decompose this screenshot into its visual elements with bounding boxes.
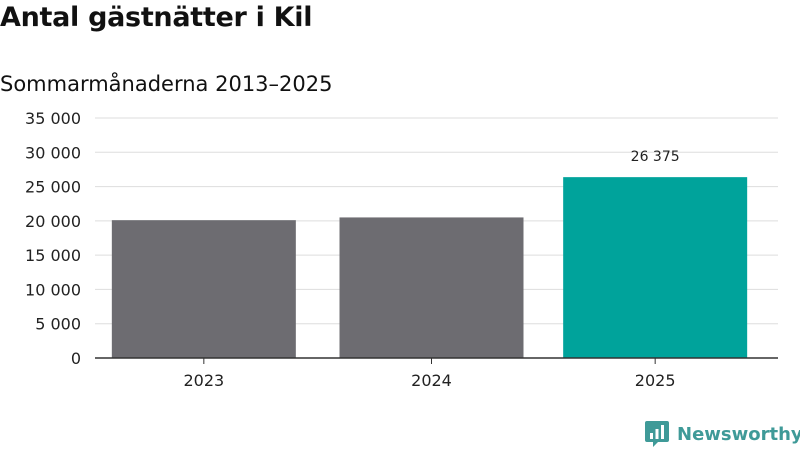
y-tick-label: 15 000 — [25, 246, 81, 265]
chart-title: Antal gästnätter i Kil — [0, 2, 313, 33]
y-tick-label: 30 000 — [25, 143, 81, 162]
x-tick-label: 2024 — [411, 371, 452, 390]
bar-chart-speech-bubble-icon — [645, 421, 669, 447]
brand-name: Newsworthy — [677, 423, 800, 445]
x-tick-label: 2025 — [635, 371, 676, 390]
chart-subtitle: Sommarmånaderna 2013–2025 — [0, 72, 333, 96]
y-tick-label: 35 000 — [25, 109, 81, 128]
y-tick-label: 10 000 — [25, 280, 81, 299]
bar — [563, 177, 748, 358]
data-label: 26 375 — [631, 149, 680, 165]
bar — [111, 220, 296, 358]
brand-logo: Newsworthy — [644, 420, 800, 448]
y-tick-label: 20 000 — [25, 212, 81, 231]
x-tick-label: 2023 — [183, 371, 224, 390]
y-tick-label: 5 000 — [35, 315, 81, 334]
y-tick-label: 25 000 — [25, 178, 81, 197]
y-tick-label: 0 — [71, 349, 81, 368]
bar — [339, 217, 524, 358]
